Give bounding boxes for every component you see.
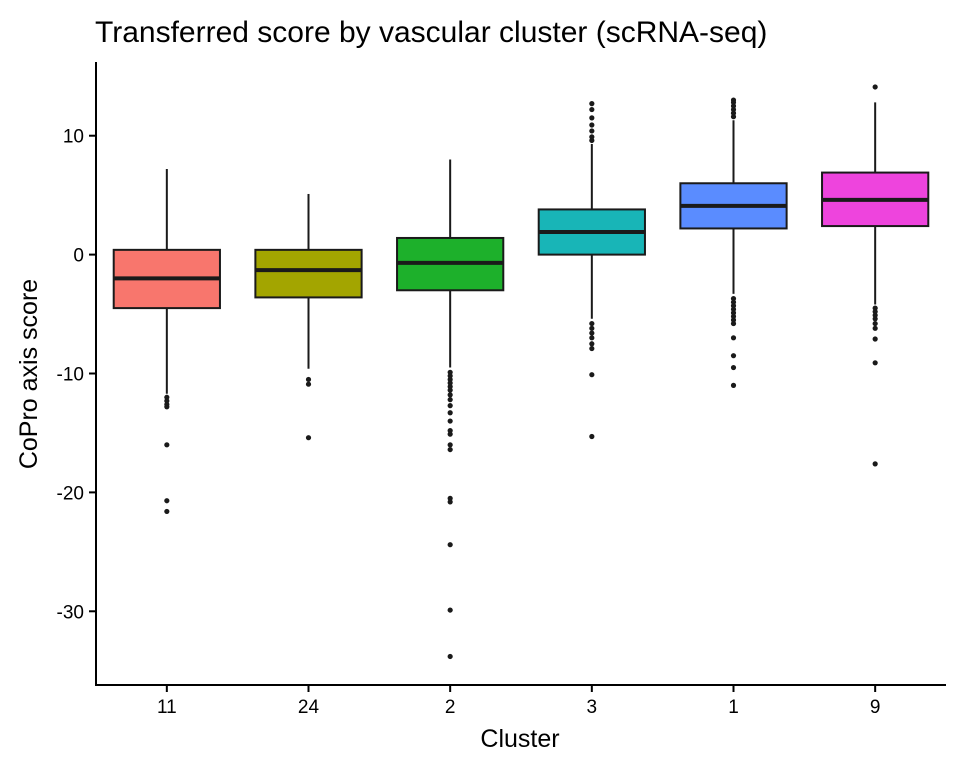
outlier-point <box>730 317 737 323</box>
outlier-point <box>872 360 878 366</box>
outlier-point <box>589 101 595 107</box>
box-3 <box>537 101 646 440</box>
outlier-point <box>872 316 878 322</box>
outlier-point <box>589 122 595 128</box>
outlier-point <box>447 499 453 505</box>
y-tick-label: 10 <box>63 127 84 148</box>
y-axis-title: CoPro axis score <box>15 279 43 469</box>
outlier-point <box>589 372 595 378</box>
outlier-point <box>589 115 595 121</box>
outlier-point <box>447 369 453 375</box>
outlier-point <box>589 335 595 341</box>
x-tick-label: 3 <box>587 697 598 718</box>
outlier-point <box>447 373 453 379</box>
y-tick-label: -10 <box>57 365 84 386</box>
box-11 <box>112 169 221 515</box>
outlier-point <box>447 376 453 383</box>
outlier-point <box>447 607 453 613</box>
outlier-point <box>872 320 878 327</box>
box-24 <box>254 193 363 441</box>
outlier-point <box>589 134 595 140</box>
outlier-point <box>589 433 595 440</box>
outlier-point <box>447 418 453 424</box>
box-9 <box>821 84 930 467</box>
outlier-point <box>730 114 737 120</box>
outlier-point <box>589 341 595 347</box>
outlier-point <box>305 381 312 387</box>
box-body <box>254 248 363 299</box>
y-tick-label: 0 <box>73 246 84 267</box>
outlier-point <box>447 380 453 386</box>
x-tick-label: 2 <box>445 697 456 718</box>
outlier-point <box>164 398 170 404</box>
outlier-point <box>447 403 453 409</box>
outlier-point <box>730 313 737 320</box>
outlier-point <box>872 312 878 318</box>
outlier-point <box>730 335 737 341</box>
outlier-point <box>589 128 595 134</box>
y-axis-ticks: 10 0 -10 -20 -30 <box>57 127 96 623</box>
outlier-point <box>730 353 737 359</box>
outlier-point <box>447 427 453 434</box>
outlier-point <box>447 495 453 501</box>
outlier-point <box>730 382 737 388</box>
outlier-point <box>730 320 737 327</box>
outlier-point <box>872 336 878 342</box>
outlier-point <box>447 410 453 416</box>
outlier-point <box>730 364 737 371</box>
outlier-point <box>730 310 737 316</box>
outlier-point <box>730 103 737 109</box>
outlier-point <box>164 498 170 504</box>
outlier-point <box>447 387 453 393</box>
plot-area <box>112 84 930 660</box>
outlier-point <box>730 295 737 302</box>
outlier-point <box>164 508 170 515</box>
outlier-point <box>589 330 595 336</box>
outlier-point <box>872 461 878 467</box>
outlier-point <box>447 653 453 660</box>
x-axis-ticks: 11 24 2 3 1 9 <box>157 685 880 718</box>
outlier-point <box>447 397 453 403</box>
outlier-point <box>447 446 453 453</box>
outlier-point <box>872 325 878 331</box>
outlier-point <box>730 106 737 113</box>
box-2 <box>396 159 505 660</box>
outlier-point <box>447 442 453 448</box>
outlier-point <box>730 299 737 305</box>
x-tick-label: 9 <box>870 697 881 718</box>
outlier-point <box>730 306 737 312</box>
outlier-point <box>447 392 453 398</box>
outlier-point <box>872 309 878 315</box>
outlier-point <box>730 110 737 116</box>
y-tick-label: -30 <box>57 602 84 623</box>
outlier-point <box>730 97 737 103</box>
outlier-point <box>447 542 453 548</box>
outlier-point <box>164 442 170 448</box>
outlier-point <box>447 383 453 390</box>
outlier-point <box>589 325 595 331</box>
x-tick-label: 1 <box>728 697 739 718</box>
x-tick-label: 24 <box>298 697 320 718</box>
outlier-point <box>872 84 878 90</box>
x-tick-label: 11 <box>157 697 177 718</box>
outlier-point <box>305 376 312 383</box>
outlier-point <box>164 404 170 410</box>
y-tick-label: -20 <box>57 483 84 504</box>
outlier-point <box>589 137 595 144</box>
outlier-point <box>730 303 737 309</box>
outlier-point <box>164 394 170 400</box>
outlier-point <box>872 305 878 311</box>
outlier-point <box>589 345 595 352</box>
chart-title: Transferred score by vascular cluster (s… <box>95 16 767 49</box>
outlier-point <box>447 431 453 437</box>
box-1 <box>679 97 788 388</box>
outlier-point <box>305 435 312 441</box>
x-axis-title: Cluster <box>480 725 559 753</box>
outlier-point <box>589 320 595 327</box>
outlier-point <box>589 106 595 113</box>
